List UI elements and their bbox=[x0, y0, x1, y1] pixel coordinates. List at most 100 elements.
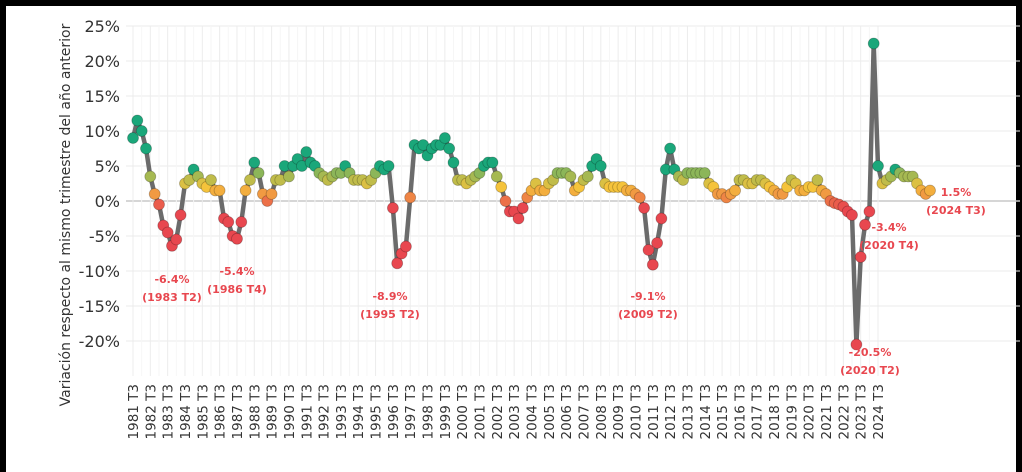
data-point bbox=[386, 202, 399, 214]
data-point bbox=[664, 142, 676, 155]
data-point bbox=[300, 146, 313, 158]
y-tick-label: -10% bbox=[79, 262, 120, 281]
x-tick-label: 2020 T3 bbox=[802, 384, 818, 439]
data-point bbox=[161, 226, 174, 239]
x-tick-label: 2001 T3 bbox=[473, 384, 489, 439]
data-point bbox=[867, 37, 880, 50]
x-tick-label: 2017 T3 bbox=[750, 384, 766, 439]
x-axis-ticks: 1981 T3 1982 T3 1983 T3 1984 T3 1985 T3 1986 … bbox=[126, 384, 887, 439]
x-tick-label: 2011 T3 bbox=[646, 384, 662, 439]
data-point bbox=[642, 244, 655, 256]
data-point bbox=[655, 212, 668, 225]
data-point bbox=[495, 181, 508, 193]
x-tick-label: 2012 T3 bbox=[663, 384, 679, 439]
data-point bbox=[512, 212, 525, 225]
y-axis-label: Variación respecto al mismo trimestre de… bbox=[58, 23, 74, 406]
x-tick-label: 1986 T3 bbox=[213, 384, 229, 439]
x-tick-label: 2010 T3 bbox=[628, 384, 644, 439]
gridlines bbox=[126, 25, 1020, 376]
data-point bbox=[863, 205, 876, 218]
annotation-value: -8.9% bbox=[372, 290, 407, 303]
x-tick-label: 2013 T3 bbox=[680, 384, 696, 439]
data-points bbox=[127, 37, 936, 351]
data-point bbox=[729, 184, 741, 197]
x-tick-label: 2018 T3 bbox=[767, 384, 783, 439]
annotation-value: 1.5% bbox=[941, 186, 972, 199]
data-point bbox=[135, 125, 148, 137]
x-tick-label: 1992 T3 bbox=[317, 384, 333, 439]
data-point bbox=[205, 174, 217, 186]
x-tick-label: 1998 T3 bbox=[421, 384, 437, 439]
data-point bbox=[153, 198, 165, 211]
x-tick-label: 2009 T3 bbox=[611, 384, 627, 439]
x-tick-label: 2014 T3 bbox=[698, 384, 714, 439]
data-point bbox=[443, 142, 456, 155]
annotation-period: (2024 T3) bbox=[926, 204, 986, 217]
x-tick-label: 1991 T3 bbox=[299, 384, 315, 439]
data-point bbox=[174, 209, 187, 221]
x-tick-label: 2000 T3 bbox=[455, 384, 471, 439]
x-tick-label: 1999 T3 bbox=[438, 384, 454, 439]
annotations: -6.4% (1983 T2) -5.4% (1986 T4) -8.9% (1995 T… bbox=[142, 186, 986, 377]
data-point bbox=[564, 170, 577, 183]
data-point bbox=[213, 184, 226, 197]
x-tick-label: 2003 T3 bbox=[507, 384, 523, 439]
annotation-value: -5.4% bbox=[219, 265, 254, 278]
data-point bbox=[127, 132, 139, 144]
y-tick-label: 20% bbox=[84, 52, 120, 71]
annotation-period: (2020 T4) bbox=[859, 239, 919, 252]
x-tick-label: 1989 T3 bbox=[265, 384, 281, 439]
data-point bbox=[846, 209, 858, 221]
x-tick-label: 2006 T3 bbox=[559, 384, 575, 439]
data-point bbox=[594, 160, 607, 172]
y-tick-label: 0% bbox=[95, 192, 120, 211]
y-tick-label: -20% bbox=[79, 332, 120, 351]
data-point bbox=[924, 184, 936, 197]
annotation-value: -3.4% bbox=[871, 221, 906, 234]
x-tick-label: 1981 T3 bbox=[126, 384, 142, 439]
annotation-period: (2009 T2) bbox=[618, 308, 678, 321]
annotation-period: (1995 T2) bbox=[360, 308, 420, 321]
data-point bbox=[391, 257, 404, 270]
annotation-period: (2020 T2) bbox=[840, 364, 900, 377]
data-point bbox=[282, 170, 295, 183]
y-tick-label: 15% bbox=[84, 87, 120, 106]
data-point bbox=[265, 188, 278, 200]
data-point bbox=[399, 240, 412, 253]
annotation-value: -9.1% bbox=[630, 290, 665, 303]
x-tick-label: 2022 T3 bbox=[836, 384, 852, 439]
x-tick-label: 1983 T3 bbox=[161, 384, 177, 439]
data-point bbox=[859, 218, 871, 231]
data-point bbox=[438, 132, 451, 144]
data-point bbox=[499, 195, 512, 207]
data-point bbox=[382, 160, 395, 172]
x-tick-label: 2004 T3 bbox=[525, 384, 541, 439]
x-tick-label: 1982 T3 bbox=[143, 384, 159, 439]
data-point bbox=[244, 174, 256, 186]
data-point bbox=[646, 258, 659, 271]
x-tick-label: 1990 T3 bbox=[282, 384, 298, 439]
data-point bbox=[148, 188, 161, 200]
x-tick-label: 2021 T3 bbox=[819, 384, 835, 439]
x-tick-label: 1996 T3 bbox=[386, 384, 402, 439]
annotation-value: -20.5% bbox=[849, 346, 892, 359]
x-tick-label: 1993 T3 bbox=[334, 384, 350, 439]
x-tick-label: 2016 T3 bbox=[732, 384, 748, 439]
data-point bbox=[248, 156, 261, 169]
data-point bbox=[252, 167, 265, 179]
x-tick-label: 2023 T3 bbox=[854, 384, 870, 439]
annotation-period: (1986 T4) bbox=[207, 283, 267, 296]
data-point bbox=[638, 202, 650, 214]
x-tick-label: 2019 T3 bbox=[784, 384, 800, 439]
data-point bbox=[490, 170, 503, 183]
x-tick-label: 1988 T3 bbox=[247, 384, 263, 439]
data-point bbox=[633, 191, 646, 204]
data-point bbox=[231, 232, 243, 245]
x-tick-label: 1997 T3 bbox=[403, 384, 419, 439]
data-point bbox=[235, 216, 248, 228]
x-tick-label: 1984 T3 bbox=[178, 384, 194, 439]
data-point bbox=[404, 191, 417, 204]
x-tick-label: 2024 T3 bbox=[871, 384, 887, 439]
data-point bbox=[140, 142, 152, 155]
